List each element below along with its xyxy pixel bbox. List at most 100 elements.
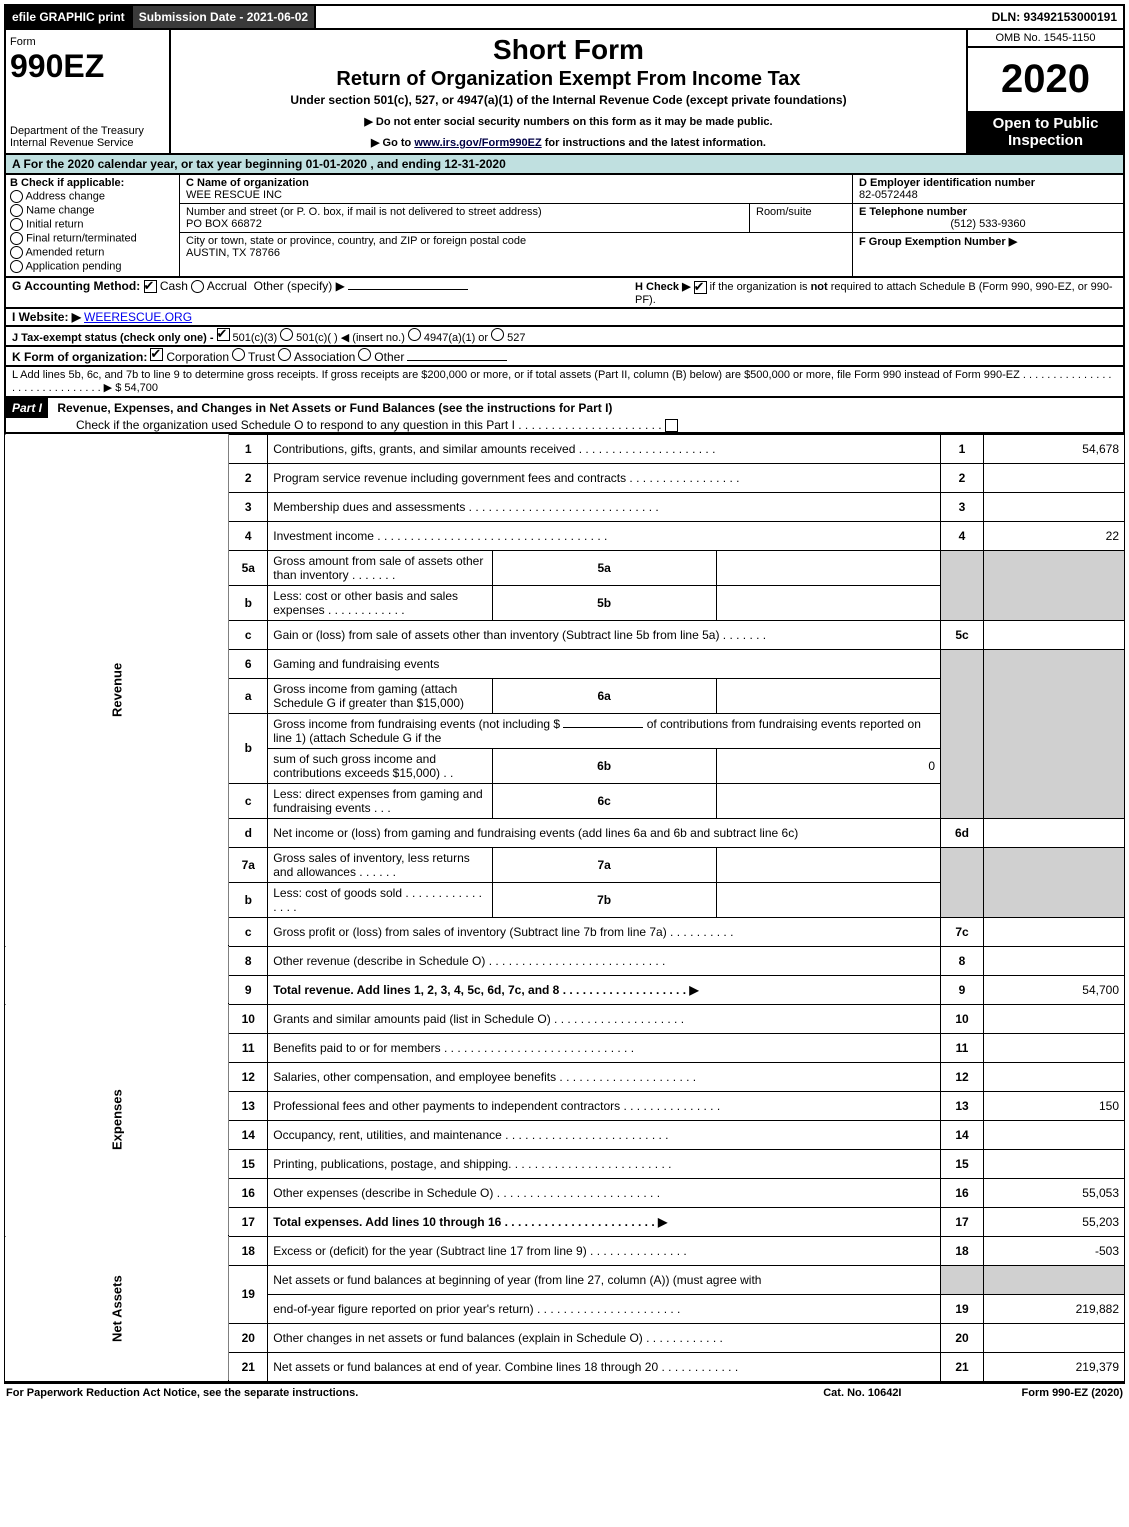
sn5a: 5a — [492, 550, 716, 585]
line-6b-3: sum of such gross income and contributio… — [268, 748, 492, 783]
ck-final[interactable] — [10, 232, 23, 245]
line-19a: Net assets or fund balances at beginning… — [268, 1265, 941, 1294]
sn7b: 7b — [492, 882, 716, 917]
ck-initial[interactable] — [10, 218, 23, 231]
amt-21: 219,379 — [984, 1352, 1125, 1381]
part1-title: Revenue, Expenses, and Changes in Net As… — [51, 399, 618, 417]
ck-amended[interactable] — [10, 246, 23, 259]
line-20: Other changes in net assets or fund bala… — [268, 1323, 941, 1352]
title-short-form: Short Form — [179, 34, 958, 66]
n6b: b — [229, 713, 268, 783]
j-label: J Tax-exempt status (check only one) - — [12, 332, 214, 344]
lc11: 11 — [941, 1033, 984, 1062]
website-link[interactable]: WEERESCUE.ORG — [84, 310, 192, 324]
amt-7c — [984, 917, 1125, 946]
lc8: 8 — [941, 946, 984, 975]
ck-address[interactable] — [10, 190, 23, 203]
addr-value: PO BOX 66872 — [186, 218, 262, 230]
phone-value: (512) 533-9360 — [859, 218, 1117, 230]
lc20: 20 — [941, 1323, 984, 1352]
lbl-pending: Application pending — [25, 260, 121, 272]
amt-9: 54,700 — [984, 975, 1125, 1004]
ck-501c[interactable] — [280, 328, 293, 341]
ck-cash[interactable] — [144, 280, 157, 293]
ck-trust[interactable] — [232, 348, 245, 361]
ck-4947[interactable] — [408, 328, 421, 341]
d-ein: D Employer identification number 82-0572… — [853, 175, 1123, 204]
ck-schedule-o[interactable] — [665, 419, 678, 432]
n3: 3 — [229, 492, 268, 521]
city-value: AUSTIN, TX 78766 — [186, 247, 280, 259]
ck-527[interactable] — [491, 328, 504, 341]
ck-assoc[interactable] — [278, 348, 291, 361]
lbl-initial: Initial return — [26, 218, 83, 230]
dept-irs: Internal Revenue Service — [10, 137, 134, 149]
lbl-address-change: Address change — [25, 190, 105, 202]
form-header: Form 990EZ Department of the Treasury In… — [4, 30, 1125, 155]
lc5c: 5c — [941, 620, 984, 649]
ck-schedule-b[interactable] — [694, 281, 707, 294]
ck-name[interactable] — [10, 204, 23, 217]
lc15: 15 — [941, 1149, 984, 1178]
sub-amt-7b — [716, 882, 940, 917]
lc16: 16 — [941, 1178, 984, 1207]
lc10: 10 — [941, 1004, 984, 1033]
line-7b: Less: cost of goods sold . . . . . . . .… — [268, 882, 492, 917]
amt-8 — [984, 946, 1125, 975]
ck-corp[interactable] — [150, 348, 163, 361]
efile-text: efile GRAPHIC print — [12, 10, 125, 24]
lc5ab-grey — [941, 550, 984, 620]
amt-6-grey — [984, 649, 1125, 818]
irs-link[interactable]: www.irs.gov/Form990EZ — [414, 137, 541, 149]
n9: 9 — [229, 975, 268, 1004]
line-18: Excess or (deficit) for the year (Subtra… — [268, 1236, 941, 1265]
lc21: 21 — [941, 1352, 984, 1381]
line-8: Other revenue (describe in Schedule O) .… — [268, 946, 941, 975]
n11: 11 — [229, 1033, 268, 1062]
sn5b: 5b — [492, 585, 716, 620]
l6b-text1: Gross income from fundraising events (no… — [273, 717, 560, 731]
part1-scho: Check if the organization used Schedule … — [76, 418, 662, 432]
row-i-website: I Website: ▶WEERESCUE.ORG — [4, 309, 1125, 327]
note-goto: ▶ Go to www.irs.gov/Form990EZ for instru… — [179, 136, 958, 149]
f-label: F Group Exemption Number ▶ — [859, 236, 1017, 248]
amt-5c — [984, 620, 1125, 649]
n14: 14 — [229, 1120, 268, 1149]
amt-17: 55,203 — [984, 1207, 1125, 1236]
lc6d: 6d — [941, 818, 984, 847]
n6: 6 — [229, 649, 268, 678]
line-19b: end-of-year figure reported on prior yea… — [268, 1294, 941, 1323]
n13: 13 — [229, 1091, 268, 1120]
l9-text: Total revenue. Add lines 1, 2, 3, 4, 5c,… — [273, 983, 698, 997]
line-5c: Gain or (loss) from sale of assets other… — [268, 620, 941, 649]
c-label: C Name of organization — [186, 177, 309, 189]
lc4: 4 — [941, 521, 984, 550]
footer-paperwork: For Paperwork Reduction Act Notice, see … — [6, 1387, 358, 1399]
n2: 2 — [229, 463, 268, 492]
lc9: 9 — [941, 975, 984, 1004]
ck-other-org[interactable] — [358, 348, 371, 361]
line-9: Total revenue. Add lines 1, 2, 3, 4, 5c,… — [268, 975, 941, 1004]
tax-year: 2020 — [968, 48, 1123, 111]
efile-print[interactable]: efile GRAPHIC print — [6, 6, 133, 28]
amt-14 — [984, 1120, 1125, 1149]
lc3: 3 — [941, 492, 984, 521]
omb-number: OMB No. 1545-1150 — [968, 30, 1123, 48]
n5c: c — [229, 620, 268, 649]
line-6b-1: Gross income from fundraising events (no… — [268, 713, 941, 748]
e-label: E Telephone number — [859, 206, 967, 218]
amt-10 — [984, 1004, 1125, 1033]
side-expenses: Expenses — [5, 1004, 229, 1236]
line-5a: Gross amount from sale of assets other t… — [268, 550, 492, 585]
n15: 15 — [229, 1149, 268, 1178]
amt-2 — [984, 463, 1125, 492]
addr-label: Number and street (or P. O. box, if mail… — [186, 206, 542, 218]
ck-501c3[interactable] — [217, 328, 230, 341]
sub-amt-6a — [716, 678, 940, 713]
lbl-501c: 501(c)( ) ◀ (insert no.) — [296, 331, 405, 344]
note-ssn: ▶ Do not enter social security numbers o… — [179, 115, 958, 128]
row-j-status: J Tax-exempt status (check only one) - 5… — [4, 327, 1125, 347]
lbl-cash: Cash — [160, 279, 188, 293]
ck-accrual[interactable] — [191, 280, 204, 293]
ck-pending[interactable] — [10, 260, 23, 273]
